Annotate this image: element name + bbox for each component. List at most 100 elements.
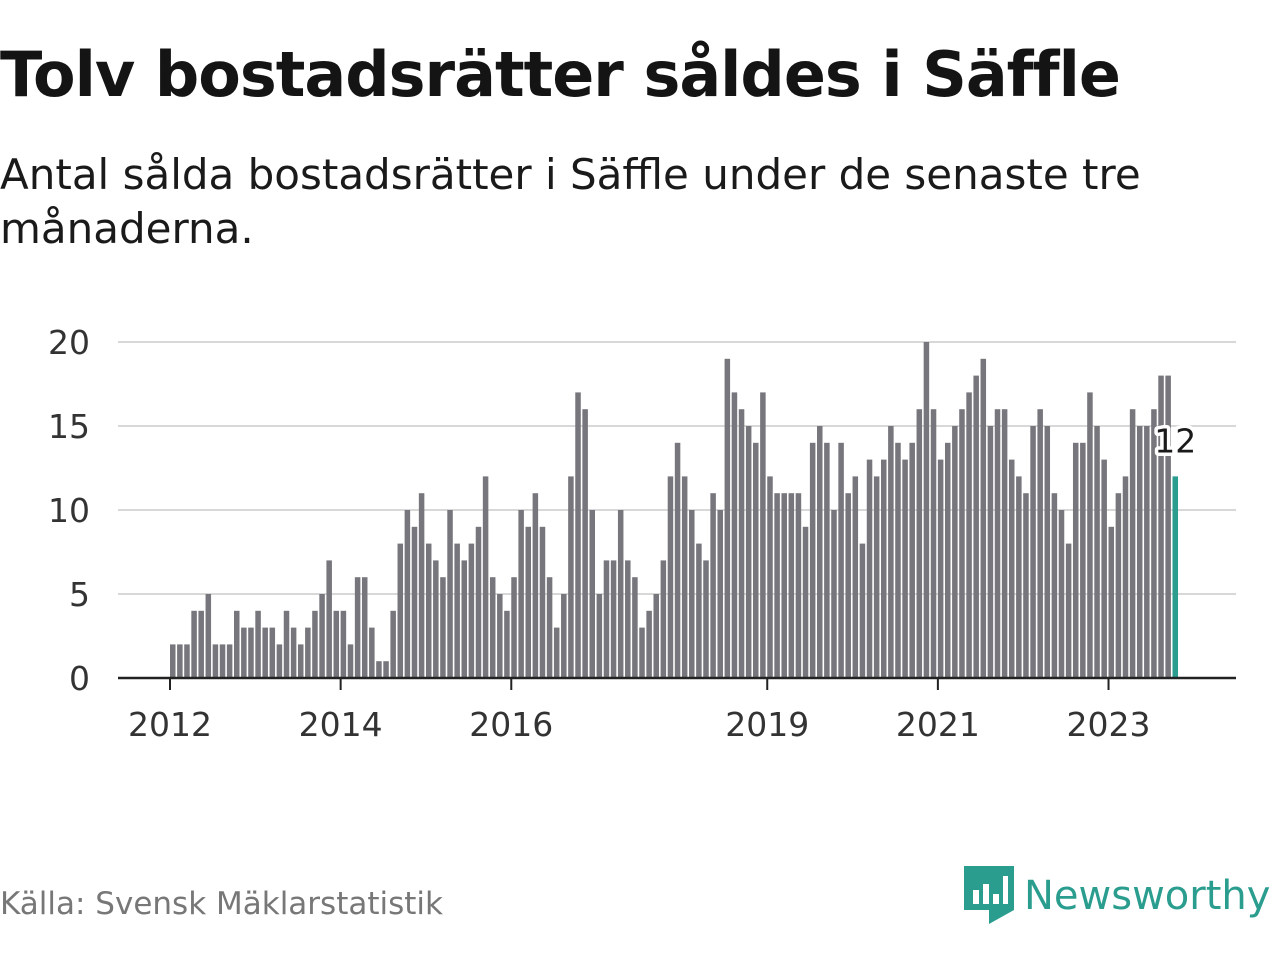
bar — [724, 358, 731, 678]
bar — [1058, 510, 1065, 678]
bar — [504, 610, 510, 678]
bar — [959, 409, 965, 678]
bar — [845, 493, 851, 678]
bar — [617, 510, 624, 678]
bar — [425, 543, 432, 678]
bar — [1051, 493, 1058, 678]
bar — [760, 392, 766, 678]
bar — [781, 493, 787, 678]
bar — [809, 442, 816, 678]
brand-name: Newsworthy — [1024, 873, 1271, 919]
bar — [1165, 375, 1171, 678]
bar — [625, 560, 631, 678]
chart-title: Tolv bostadsrätter såldes i Säffle — [0, 38, 1121, 111]
bar — [852, 476, 859, 678]
bar — [276, 644, 283, 678]
bar — [361, 577, 368, 678]
bar — [525, 526, 532, 678]
y-tick-label: 5 — [69, 575, 90, 614]
bar — [1136, 426, 1143, 678]
bar — [973, 375, 979, 678]
bar — [518, 510, 524, 678]
bar — [1101, 459, 1107, 678]
bar — [326, 560, 332, 678]
bar — [397, 543, 404, 678]
bar — [667, 476, 674, 678]
bar — [703, 560, 709, 678]
bar — [881, 459, 887, 678]
bar — [170, 644, 176, 678]
bar — [340, 610, 347, 678]
bar — [994, 409, 1001, 678]
bar — [632, 577, 638, 678]
bar — [1108, 526, 1115, 678]
bar — [582, 409, 588, 678]
x-tick-label: 2014 — [299, 705, 383, 744]
bar — [1030, 426, 1036, 678]
bar — [454, 543, 460, 678]
bar — [447, 510, 453, 678]
bar — [376, 661, 382, 678]
bar — [312, 610, 318, 678]
bar — [859, 543, 866, 678]
bar — [497, 594, 503, 678]
bar — [269, 627, 276, 678]
bar — [489, 577, 496, 678]
bar — [689, 510, 695, 678]
bar — [873, 476, 880, 678]
bar — [461, 560, 468, 678]
bar — [482, 476, 489, 678]
bar-chart: 0 5 10 15 20 2012 2014 2016 2019 2021 2023 12 — [48, 323, 1236, 744]
brand-logo[interactable]: Newsworthy — [964, 864, 1270, 928]
bar — [1144, 426, 1150, 678]
bar — [1037, 409, 1043, 678]
bar — [248, 627, 254, 678]
bar — [980, 358, 987, 678]
bar — [205, 594, 212, 678]
bar — [255, 610, 261, 678]
bar — [717, 510, 723, 678]
bar — [802, 526, 809, 678]
bar — [290, 627, 297, 678]
bar — [1115, 493, 1122, 678]
bar — [305, 627, 311, 678]
bar — [817, 426, 823, 678]
bar — [539, 526, 546, 678]
bar — [1151, 409, 1157, 678]
bar — [745, 426, 752, 678]
bar — [226, 644, 233, 678]
bar — [390, 610, 396, 678]
x-tick-label: 2016 — [469, 705, 553, 744]
bar — [930, 409, 937, 678]
bar — [198, 610, 204, 678]
bar — [184, 644, 190, 678]
y-tick-label: 15 — [48, 407, 90, 446]
x-tick-label: 2019 — [725, 705, 809, 744]
bar — [468, 543, 475, 678]
bar — [795, 493, 802, 678]
bar — [347, 644, 354, 678]
bar — [575, 392, 581, 678]
bar — [553, 627, 560, 678]
bar — [1023, 493, 1029, 678]
bar — [909, 442, 915, 678]
bar — [1008, 459, 1015, 678]
bar — [383, 661, 389, 678]
bar — [241, 627, 247, 678]
bar — [902, 459, 908, 678]
newsworthy-logo-icon — [964, 866, 1014, 924]
source-note: Källa: Svensk Mäklarstatistik — [0, 886, 443, 922]
bar — [944, 442, 951, 678]
bar — [418, 493, 425, 678]
bar — [731, 392, 738, 678]
bar — [710, 493, 716, 678]
bar — [639, 627, 645, 678]
bar — [1080, 442, 1086, 678]
bar — [681, 476, 688, 678]
bar — [262, 627, 268, 678]
bar — [1087, 392, 1093, 678]
bar — [212, 644, 219, 678]
bar — [369, 627, 375, 678]
bar — [532, 493, 539, 678]
bar — [433, 560, 439, 678]
